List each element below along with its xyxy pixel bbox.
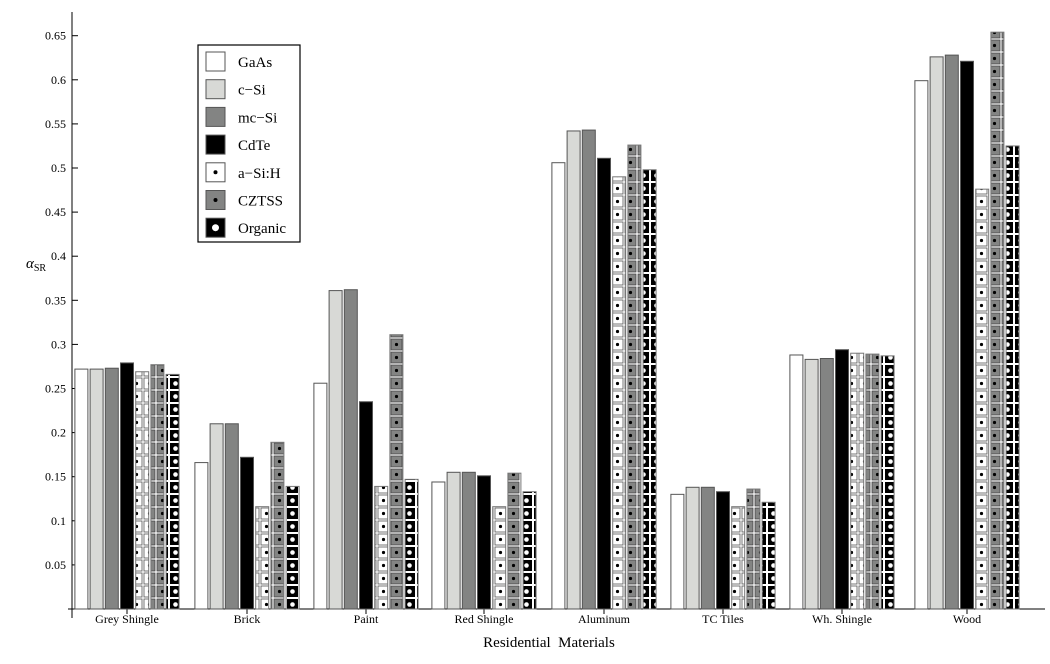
bar-brick-gaas <box>194 462 209 610</box>
bar-brick-c-si <box>209 423 224 610</box>
bar-grey-shingle-c-si <box>89 368 104 610</box>
bar-paint-organic <box>404 478 419 610</box>
x-tick-label: Red Shingle <box>455 612 514 626</box>
y-tick-label: 0.5 <box>51 161 66 175</box>
bar-paint-cdte <box>359 401 373 610</box>
legend-label: Organic <box>238 221 286 237</box>
bar-wh-shingle-gaas <box>789 354 804 610</box>
x-tick-label: TC Tiles <box>702 612 744 626</box>
bar-wood-c-si <box>929 56 944 610</box>
bar-wh-shingle-cdte <box>835 349 849 610</box>
y-tick-label: 0.1 <box>51 514 66 528</box>
bar-paint-gaas <box>313 382 328 610</box>
y-tick-label: 0.55 <box>45 117 66 131</box>
bar-wh-shingle-organic <box>880 355 895 610</box>
legend-label: GaAs <box>238 55 272 71</box>
legend-swatch <box>205 106 226 127</box>
bar-paint-mc-si <box>343 289 358 610</box>
bar-tc-tiles-organic <box>761 501 776 610</box>
bar-grey-shingle-cztss <box>150 364 165 610</box>
bar-tc-tiles-cztss <box>746 488 761 610</box>
legend-swatch-dot <box>213 198 218 202</box>
bar-red-shingle-gaas <box>431 481 446 610</box>
bar-red-shingle-a-si-h <box>492 506 507 610</box>
bar-tc-tiles-cdte <box>716 491 730 610</box>
legend-label: CZTSS <box>238 194 283 210</box>
bar-aluminum-cdte <box>597 157 611 610</box>
bar-aluminum-organic <box>642 169 657 610</box>
bar-wh-shingle-c-si <box>804 358 819 610</box>
bar-tc-tiles-mc-si <box>700 486 715 610</box>
y-tick-label: 0.65 <box>45 29 66 43</box>
x-tick-label: Aluminum <box>578 612 631 626</box>
bar-grey-shingle-cdte <box>120 362 134 610</box>
bar-aluminum-a-si-h <box>612 176 627 610</box>
bar-wood-organic <box>1005 145 1020 610</box>
y-tick-label: 0.05 <box>45 558 66 572</box>
bar-wood-mc-si <box>944 54 959 610</box>
bar-paint-cztss <box>389 334 404 610</box>
x-axis-label: Residential Materials <box>483 635 615 651</box>
bar-red-shingle-c-si <box>446 471 461 610</box>
bar-grey-shingle-gaas <box>74 368 89 610</box>
bar-tc-tiles-c-si <box>685 486 700 610</box>
legend-swatch-dot <box>212 224 219 232</box>
legend-label: mc−Si <box>238 110 277 126</box>
bar-wood-gaas <box>914 80 929 610</box>
legend-swatch <box>205 134 226 155</box>
legend-label: CdTe <box>238 138 271 154</box>
bar-tc-tiles-gaas <box>670 493 685 610</box>
bar-aluminum-c-si <box>566 130 581 610</box>
y-tick-label: 0.3 <box>51 337 66 351</box>
bar-wh-shingle-mc-si <box>819 358 834 610</box>
y-tick-label: 0.35 <box>45 293 66 307</box>
y-tick-label: 0.4 <box>51 249 66 263</box>
bar-grey-shingle-organic <box>165 373 180 610</box>
y-tick-label: 0.15 <box>45 470 66 484</box>
bar-paint-c-si <box>328 290 343 610</box>
bar-red-shingle-cztss <box>507 472 522 610</box>
bar-aluminum-gaas <box>551 162 566 610</box>
bar-wood-cdte <box>960 60 974 610</box>
x-tick-label: Brick <box>234 612 261 626</box>
bar-red-shingle-mc-si <box>461 471 476 610</box>
bar-wood-cztss <box>990 31 1005 610</box>
bar-red-shingle-organic <box>522 491 537 610</box>
bar-aluminum-cztss <box>627 144 642 610</box>
y-axis-label: αSR <box>26 256 46 274</box>
bar-paint-a-si-h <box>374 485 389 610</box>
bar-brick-a-si-h <box>255 506 270 610</box>
y-tick-label: 0.25 <box>45 382 66 396</box>
axes: 0.05 0.1 0.15 0.2 0.25 0.3 0.35 0.4 0.45 0.5 0.55 0… <box>45 12 1045 626</box>
y-tick-label: 0.6 <box>51 73 66 87</box>
legend-swatch <box>205 79 226 100</box>
bars <box>74 31 1020 610</box>
x-tick-label: Wh. Shingle <box>812 612 872 626</box>
bar-aluminum-mc-si <box>581 129 596 610</box>
bar-grey-shingle-a-si-h <box>135 371 150 610</box>
bar-wh-shingle-a-si-h <box>850 352 865 610</box>
bar-wood-a-si-h <box>975 188 990 610</box>
bar-brick-mc-si <box>224 423 239 610</box>
legend-label: a−Si:H <box>238 166 281 182</box>
legend: GaAs c−Si mc−Si CdTe a−Si:H CZTSS Organic <box>197 44 301 243</box>
bar-brick-cdte <box>240 456 254 610</box>
x-tick-label: Grey Shingle <box>95 612 159 626</box>
legend-label: c−Si <box>238 83 266 99</box>
legend-swatch-dot <box>213 170 218 175</box>
x-tick-label: Wood <box>953 612 981 626</box>
bar-brick-organic <box>285 485 300 610</box>
y-tick-label: 0.2 <box>51 426 66 440</box>
bar-wh-shingle-cztss <box>865 353 880 610</box>
x-tick-label: Paint <box>354 612 379 626</box>
bar-grey-shingle-mc-si <box>104 367 119 610</box>
legend-swatch <box>205 51 226 72</box>
bar-red-shingle-cdte <box>477 475 491 610</box>
bar-tc-tiles-a-si-h <box>731 506 746 610</box>
y-tick-label: 0.45 <box>45 205 66 219</box>
bar-brick-cztss <box>270 441 285 610</box>
